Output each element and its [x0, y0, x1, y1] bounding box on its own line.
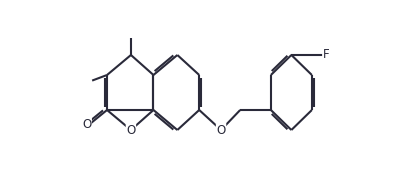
- Text: O: O: [216, 124, 226, 137]
- Text: O: O: [82, 118, 91, 132]
- Text: F: F: [323, 49, 329, 62]
- Text: O: O: [126, 124, 135, 137]
